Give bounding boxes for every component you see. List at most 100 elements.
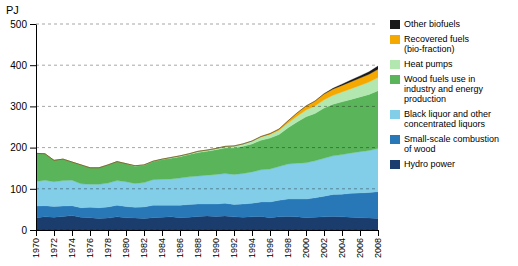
grid-line [36, 188, 378, 189]
x-tick-label: 2000 [301, 238, 311, 258]
x-tick-mark [54, 230, 55, 236]
x-tick-label: 1986 [175, 238, 185, 258]
x-tick: 1988 [193, 230, 203, 258]
x-tick-mark [378, 230, 379, 236]
x-tick-mark [180, 230, 181, 236]
area [36, 66, 378, 168]
legend-item: Other biofuels [390, 19, 461, 29]
x-tick-label: 1974 [67, 238, 77, 258]
legend-swatch [390, 35, 400, 44]
x-tick-label: 2004 [337, 238, 347, 258]
legend-label: Black liquor and otherconcentrated liquo… [404, 109, 491, 129]
x-tick-label: 1988 [193, 238, 203, 258]
x-tick-mark [288, 230, 289, 236]
legend-item: Heat pumps [390, 59, 453, 69]
x-tick-mark [234, 230, 235, 236]
x-tick-label: 1972 [49, 238, 59, 258]
legend-swatch [390, 110, 400, 119]
x-tick-mark [252, 230, 253, 236]
x-tick-label: 2008 [373, 238, 383, 258]
x-tick: 1980 [121, 230, 131, 258]
plot: 1970 1972 1974 1976 1978 1980 1982 1984 1986 1988… [10, 19, 383, 258]
x-tick-label: 1970 [31, 238, 41, 258]
x-tick: 1990 [211, 230, 221, 258]
y-tick-mark [30, 65, 36, 66]
y-tick-mark [30, 189, 36, 190]
y-tick-label: 300 [10, 101, 27, 112]
y-tick-mark [30, 24, 36, 25]
legend-item: Wood fuels use inindustry and energyprod… [390, 74, 484, 104]
y-tick-mark [30, 106, 36, 107]
area [36, 216, 378, 230]
x-tick: 1970 [31, 230, 41, 258]
x-tick-mark [198, 230, 199, 236]
x-tick: 1984 [157, 230, 167, 258]
x-tick: 1972 [49, 230, 59, 258]
y-axis-line [36, 25, 37, 231]
x-tick: 1978 [103, 230, 113, 258]
x-tick-mark [126, 230, 127, 236]
y-tick-mark [30, 148, 36, 149]
x-tick-mark [360, 230, 361, 236]
legend-item: Black liquor and otherconcentrated liquo… [390, 109, 491, 129]
x-tick-label: 1992 [229, 238, 239, 258]
y-tick-label: 100 [10, 184, 27, 195]
x-tick-label: 2002 [319, 238, 329, 258]
x-tick-mark [36, 230, 37, 236]
y-tick: 100 [10, 184, 36, 195]
legend-item: Recovered fuels(bio-fraction) [390, 34, 470, 54]
x-tick: 1974 [67, 230, 77, 258]
legend-label: Wood fuels use inindustry and energyprod… [404, 74, 484, 104]
y-axis: 0 100 200 300 400 500 [10, 19, 36, 236]
grid-line [36, 24, 378, 25]
x-axis: 1970 1972 1974 1976 1978 1980 1982 1984 1986 1988… [31, 230, 383, 258]
x-tick-mark [90, 230, 91, 236]
x-tick: 2000 [301, 230, 311, 258]
y-tick: 400 [10, 60, 36, 71]
y-tick: 200 [10, 142, 36, 153]
x-tick-label: 1982 [139, 238, 149, 258]
legend-label: Small-scale combustionof wood [404, 134, 499, 154]
x-tick-label: 1990 [211, 238, 221, 258]
x-tick-label: 1998 [283, 238, 293, 258]
x-tick-mark [72, 230, 73, 236]
y-tick: 300 [10, 101, 36, 112]
y-tick: 0 [21, 225, 36, 236]
legend: Other biofuels Recovered fuels(bio-fracti… [390, 19, 499, 169]
legend-item: Hydro power [390, 159, 455, 169]
x-tick: 1998 [283, 230, 293, 258]
grid-line [36, 106, 378, 107]
legend-swatch [390, 160, 400, 169]
legend-label: Recovered fuels(bio-fraction) [404, 34, 470, 54]
legend-swatch [390, 60, 400, 69]
x-tick-mark [342, 230, 343, 236]
x-tick: 1996 [265, 230, 275, 258]
x-tick: 1986 [175, 230, 185, 258]
x-tick-mark [108, 230, 109, 236]
x-tick-mark [162, 230, 163, 236]
legend-swatch [390, 20, 400, 29]
x-tick-mark [306, 230, 307, 236]
y-tick: 500 [10, 19, 36, 30]
y-tick-mark [30, 230, 36, 231]
x-tick: 2004 [337, 230, 347, 258]
x-tick-label: 1978 [103, 238, 113, 258]
x-tick-mark [144, 230, 145, 236]
x-tick-label: 1984 [157, 238, 167, 258]
x-tick-mark [324, 230, 325, 236]
grid-line [36, 147, 378, 148]
areas [36, 66, 378, 230]
x-tick-label: 1976 [85, 238, 95, 258]
legend-item: Small-scale combustionof wood [390, 134, 499, 154]
y-tick-label: 400 [10, 60, 27, 71]
legend-swatch [390, 135, 400, 144]
grid-line [36, 65, 378, 66]
x-tick-mark [270, 230, 271, 236]
legend-label: Hydro power [404, 159, 455, 169]
y-axis-title: PJ [6, 4, 19, 16]
y-tick-label: 0 [21, 225, 27, 236]
x-tick: 1994 [247, 230, 257, 258]
x-tick: 2002 [319, 230, 329, 258]
grid [36, 24, 378, 230]
legend-label: Heat pumps [404, 59, 453, 69]
